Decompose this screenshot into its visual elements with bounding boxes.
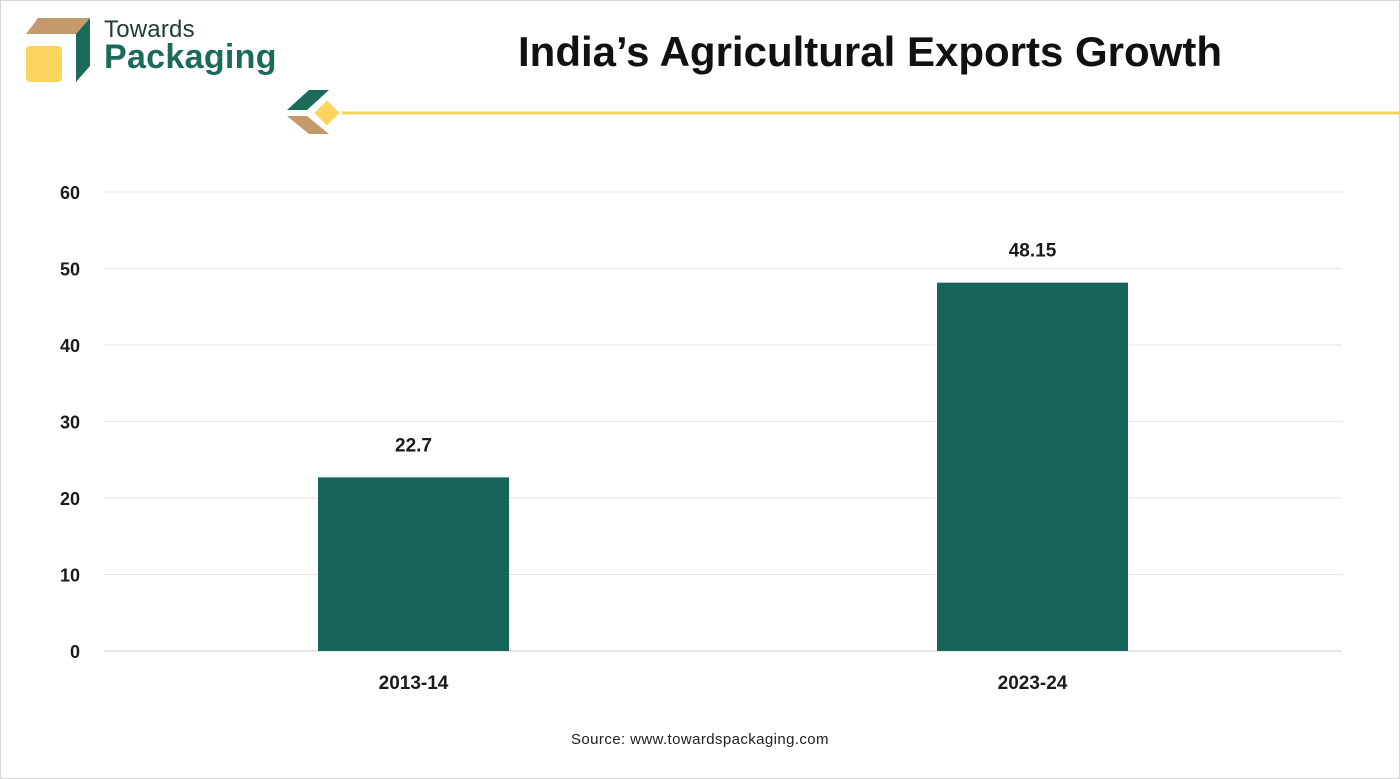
source-note: Source: www.towardspackaging.com — [571, 731, 829, 748]
title-divider — [287, 90, 1400, 134]
brand-name-line2: Packaging — [104, 38, 277, 76]
bar-chart: 0 10 20 30 40 50 60 22.7 2013-14 48.15 2023-24 — [60, 183, 1342, 694]
y-tick-label: 10 — [60, 566, 80, 586]
bars — [318, 282, 1128, 651]
x-category-label: 2013-14 — [379, 673, 449, 694]
brand-logo: Towards Packaging — [24, 16, 284, 88]
bar-2013-14 — [318, 477, 509, 651]
labels: 0 10 20 30 40 50 60 22.7 2013-14 48.15 2023-24 — [60, 183, 1068, 694]
page-title: India’s Agricultural Exports Growth — [518, 28, 1222, 75]
y-tick-label: 0 — [70, 642, 80, 662]
box-logo-icon — [26, 18, 90, 82]
y-tick-label: 40 — [60, 336, 80, 356]
brand-name-line1: Towards — [104, 16, 195, 43]
diamond-icon — [287, 90, 343, 134]
y-tick-label: 60 — [60, 183, 80, 203]
grid-lines — [104, 191, 1342, 652]
bar-2023-24 — [937, 282, 1128, 651]
x-category-label: 2023-24 — [998, 673, 1068, 694]
data-label: 48.15 — [1009, 241, 1057, 262]
data-label: 22.7 — [395, 435, 432, 456]
y-tick-label: 50 — [60, 260, 80, 280]
y-tick-label: 20 — [60, 489, 80, 509]
y-tick-label: 30 — [60, 413, 80, 433]
